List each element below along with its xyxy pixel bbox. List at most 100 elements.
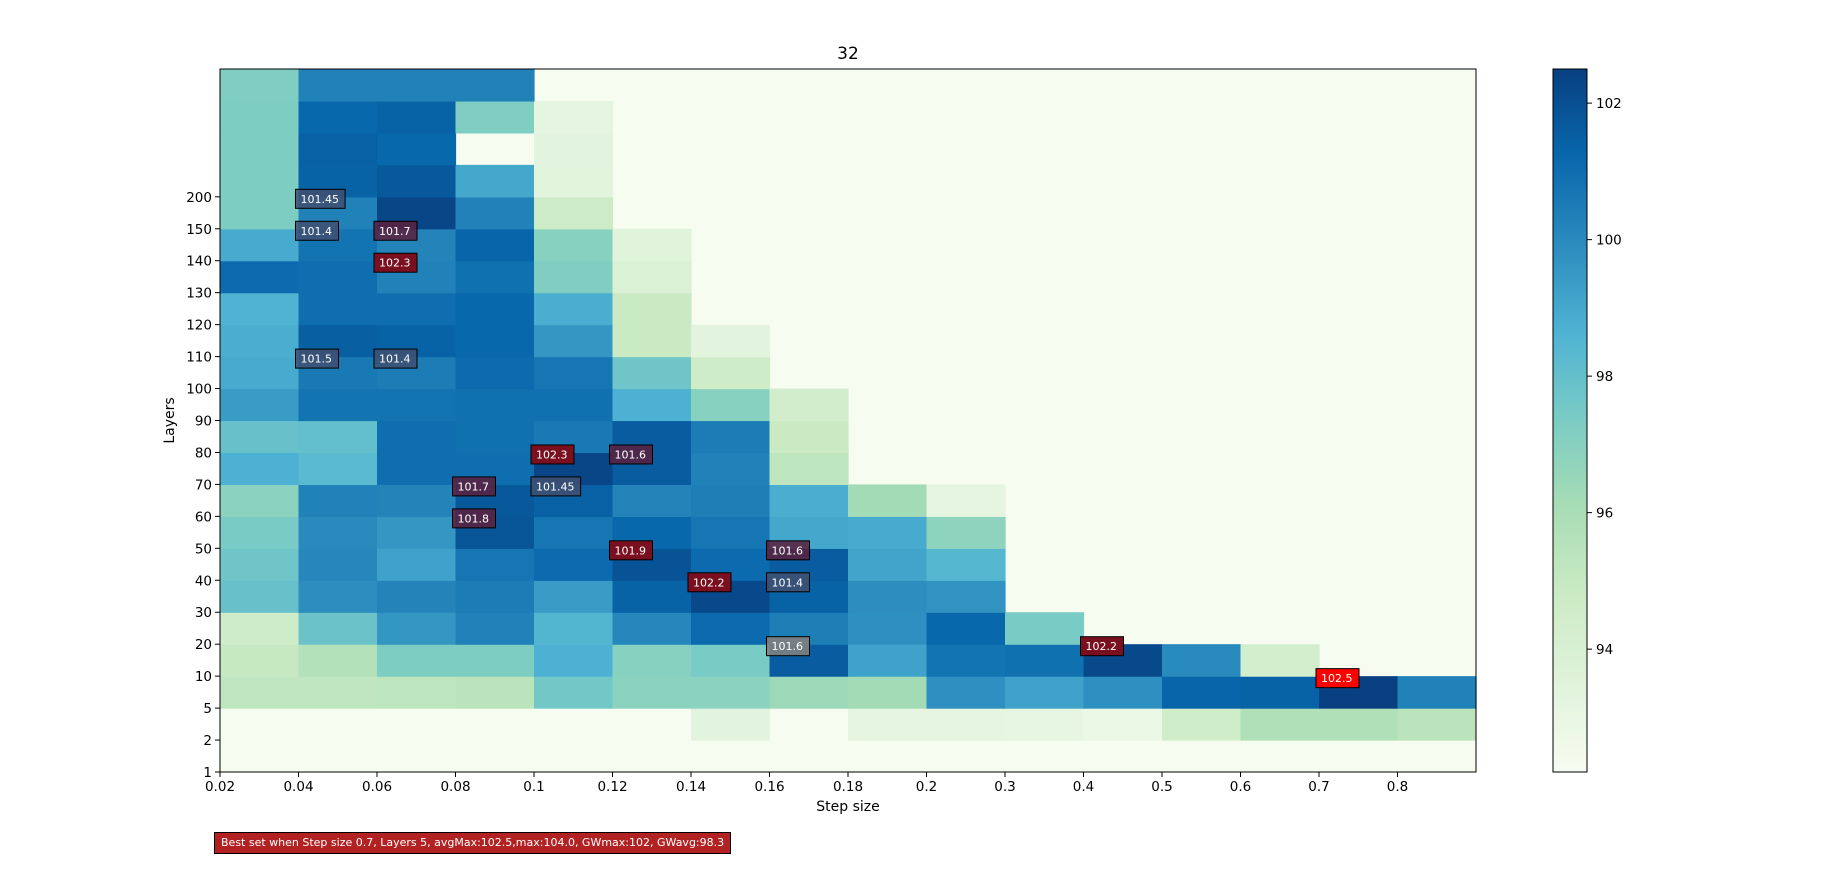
heatmap-cell (534, 516, 614, 549)
heatmap-cell (220, 356, 300, 390)
heatmap-cell (534, 644, 614, 677)
heatmap-cell (1083, 676, 1163, 709)
heatmap-cell (455, 580, 535, 613)
heatmap-cell (612, 228, 692, 262)
heatmap-cell (848, 676, 928, 709)
x-tick-label: 0.04 (283, 779, 313, 795)
annotation-text: 102.3 (536, 448, 568, 461)
heatmap-cell (377, 452, 457, 486)
colorbar-tick-label: 94 (1596, 642, 1613, 658)
heatmap-cell (691, 612, 771, 645)
annotation-text: 101.7 (379, 225, 411, 238)
annotation-label: 102.3 (373, 252, 418, 273)
heatmap-cell (691, 644, 771, 677)
heatmap-cell (298, 388, 378, 422)
heatmap-cell (298, 420, 378, 454)
y-axis-title: Layers (162, 397, 178, 443)
x-tick-label: 0.4 (1073, 779, 1094, 795)
heatmap-cell (298, 292, 378, 326)
x-tick-label: 0.14 (676, 779, 706, 795)
annotation-label: 102.2 (687, 572, 732, 593)
annotation-box (1080, 636, 1124, 657)
annotation-text: 102.3 (379, 257, 411, 270)
annotation-label: 102.5 (1315, 668, 1360, 689)
heatmap-cell (534, 228, 614, 262)
x-tick-label: 0.08 (440, 779, 470, 795)
heatmap-cell (1083, 708, 1163, 741)
heatmap-cell (1240, 676, 1320, 709)
annotation-box (687, 572, 732, 593)
heatmap-cell (534, 164, 614, 198)
annotation-text: 102.2 (1086, 640, 1118, 653)
heatmap-cell (220, 164, 300, 198)
heatmap-cell (220, 292, 300, 326)
heatmap-cell (298, 580, 378, 613)
heatmap-cell (377, 516, 457, 549)
colorbar-tick-label: 98 (1596, 369, 1613, 385)
heatmap-cell (298, 260, 378, 294)
heatmap-cell (455, 324, 535, 358)
chart-title: 32 (837, 44, 859, 64)
colorbar-tick-label: 96 (1596, 506, 1613, 522)
y-tick-label: 120 (186, 318, 212, 334)
annotation-box (373, 348, 418, 369)
heatmap-cell (534, 324, 614, 358)
x-tick-label: 0.8 (1387, 779, 1408, 795)
heatmap-cell (848, 580, 928, 613)
heatmap-cell (534, 356, 614, 390)
heatmap-cell (691, 420, 771, 454)
heatmap-cell (298, 516, 378, 549)
heatmap-cell (926, 612, 1006, 645)
heatmap-cell (612, 612, 692, 645)
x-tick-label: 0.02 (205, 779, 235, 795)
heatmap-cell (534, 292, 614, 326)
heatmap-cell (220, 324, 300, 358)
x-tick-label: 0.18 (833, 779, 863, 795)
heatmap-cell (691, 324, 771, 358)
x-tick-label: 0.16 (754, 779, 784, 795)
x-tick-label: 0.6 (1230, 779, 1251, 795)
annotation-label: 101.45 (295, 188, 346, 209)
y-tick-label: 200 (186, 190, 212, 206)
best-set-note: Best set when Step size 0.7, Layers 5, a… (214, 832, 732, 854)
heatmap-cell (455, 612, 535, 645)
heatmap-cell (1005, 612, 1085, 645)
heatmap-cell (1397, 676, 1477, 709)
heatmap-cell (691, 516, 771, 549)
heatmap-cell (377, 292, 457, 326)
y-tick-label: 80 (195, 445, 212, 461)
heatmap-cell (926, 548, 1006, 581)
annotation-box (530, 476, 582, 497)
heatmap-cell (848, 644, 928, 677)
heatmap-cell (534, 196, 614, 230)
heatmap-cell (534, 548, 614, 581)
y-tick-label: 150 (186, 222, 212, 238)
colorbar: 94 96 98 100 102 (1552, 68, 1622, 773)
heatmap-cell (220, 388, 300, 422)
heatmap-cell (1319, 708, 1399, 741)
annotation-label: 101.9 (609, 540, 653, 561)
annotation-text: 101.6 (615, 448, 647, 461)
annotation-text: 101.4 (379, 353, 411, 366)
heatmap-cells (220, 69, 1477, 772)
heatmap-cell (691, 676, 771, 709)
heatmap-cell (377, 676, 457, 709)
annotation-box (295, 188, 346, 209)
heatmap-cell (220, 516, 300, 549)
heatmap-cell (220, 69, 300, 102)
heatmap-cell (1005, 676, 1085, 709)
heatmap-cell (534, 388, 614, 422)
heatmap-cell (377, 388, 457, 422)
annotation-text: 101.45 (536, 480, 575, 493)
heatmap-cell (377, 164, 457, 198)
annotation-label: 101.7 (373, 220, 418, 241)
heatmap-cell (848, 548, 928, 581)
heatmap-cell (534, 612, 614, 645)
x-tick-label: 0.12 (597, 779, 627, 795)
colorbar-tick-label: 100 (1596, 233, 1622, 249)
heatmap-axes: 0.02 0.04 0.06 0.08 0.1 0.12 0.14 0.16 0.18 0.2 0.… (186, 68, 1477, 795)
heatmap-cell (534, 676, 614, 709)
heatmap-cell (612, 324, 692, 358)
heatmap-cell (455, 420, 535, 454)
y-tick-label: 1 (203, 765, 212, 781)
